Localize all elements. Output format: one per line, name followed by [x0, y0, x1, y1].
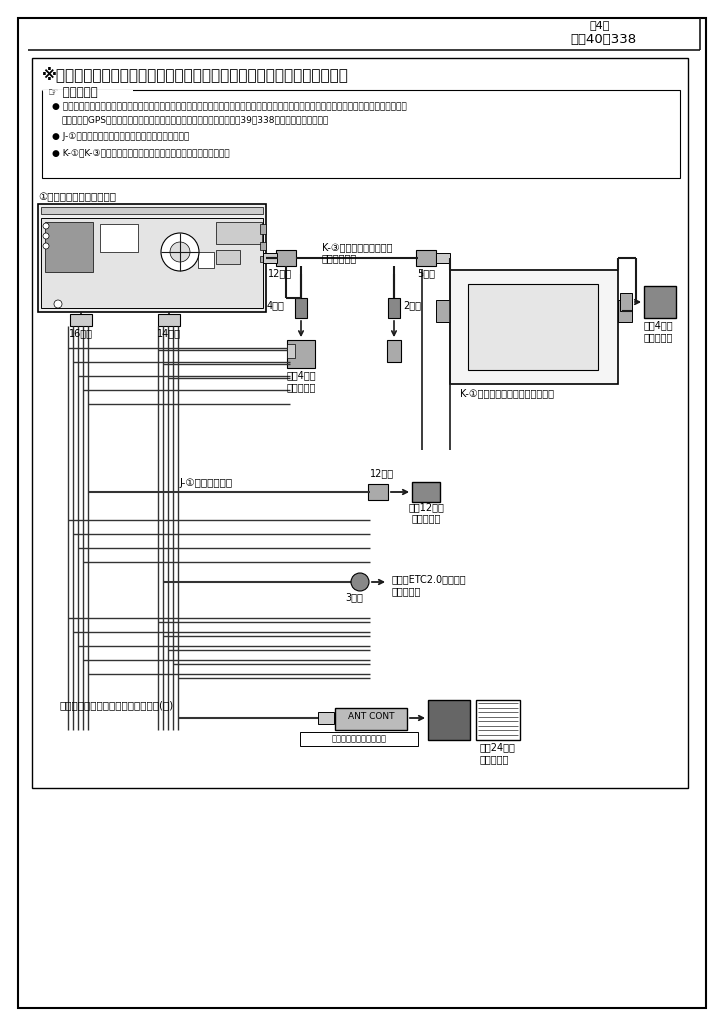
Bar: [618, 300, 632, 322]
Text: ☞ アドバイス: ☞ アドバイス: [48, 86, 98, 99]
Bar: [158, 314, 180, 326]
Circle shape: [43, 223, 49, 229]
Circle shape: [43, 243, 49, 249]
Text: コネクター: コネクター: [644, 332, 673, 342]
Bar: [32, 58, 688, 788]
Bar: [428, 700, 470, 740]
Text: 14ピン: 14ピン: [157, 328, 181, 338]
Text: K-③カメラコントローラ: K-③カメラコントローラ: [322, 242, 392, 252]
Bar: [45, 222, 93, 272]
Text: 第4版: 第4版: [590, 20, 610, 30]
Bar: [198, 252, 214, 268]
Text: 車世4ピン: 車世4ピン: [286, 370, 316, 380]
Text: 5ピン: 5ピン: [417, 268, 435, 278]
Bar: [412, 482, 440, 502]
Bar: [100, 224, 138, 252]
Bar: [260, 242, 266, 250]
Circle shape: [161, 233, 199, 271]
Bar: [368, 484, 388, 500]
Bar: [38, 204, 266, 312]
Bar: [436, 253, 450, 263]
Bar: [318, 712, 334, 724]
Bar: [287, 344, 295, 358]
Bar: [436, 300, 450, 322]
Text: 4ピン: 4ピン: [266, 300, 284, 310]
Text: 車世4ピン: 車世4ピン: [644, 319, 673, 330]
Bar: [387, 340, 401, 362]
Text: コネクター: コネクター: [286, 382, 316, 392]
Bar: [216, 222, 262, 244]
Bar: [476, 700, 520, 740]
Text: ①ナビゲーションユニット: ①ナビゲーションユニット: [38, 193, 116, 202]
Text: 3ピン: 3ピン: [345, 592, 363, 602]
Bar: [335, 708, 407, 730]
Bar: [260, 224, 266, 234]
Bar: [41, 207, 263, 214]
Bar: [216, 250, 240, 264]
Bar: [287, 340, 315, 368]
Text: 頁　40／338: 頁 40／338: [570, 33, 636, 46]
Text: コネクター: コネクター: [480, 754, 510, 764]
Text: コネクター: コネクター: [411, 513, 441, 523]
Circle shape: [170, 242, 190, 262]
Bar: [276, 250, 296, 266]
Text: ● J-①は、ナビレディ用電源ハーネスの同桁品です。: ● J-①は、ナビレディ用電源ハーネスの同桁品です。: [52, 132, 189, 141]
Bar: [388, 298, 400, 318]
Bar: [43, 90, 133, 91]
Bar: [300, 732, 418, 746]
Text: 接続する。: 接続する。: [392, 586, 421, 596]
Text: 車世24ピン: 車世24ピン: [480, 742, 516, 752]
Text: 車世12ピン: 車世12ピン: [408, 502, 444, 512]
Text: オートアンテナコントロールコード(青): オートアンテナコントロールコード(青): [60, 700, 174, 710]
Text: 別売のETC2.0車載器を: 別売のETC2.0車載器を: [392, 574, 467, 584]
Bar: [295, 298, 307, 318]
Text: 12ピン: 12ピン: [268, 268, 292, 278]
Circle shape: [43, 233, 49, 239]
Bar: [260, 256, 266, 262]
Bar: [70, 314, 92, 326]
Bar: [416, 250, 436, 266]
Text: 変換ハーネス: 変換ハーネス: [322, 253, 357, 263]
Text: ● K-①～K-③は、別売品カメラコントローラキットの同桁品です。: ● K-①～K-③は、別売品カメラコントローラキットの同桁品です。: [52, 148, 230, 157]
Text: 12ピン: 12ピン: [370, 468, 394, 478]
Text: 2ピン: 2ピン: [403, 300, 421, 310]
Bar: [468, 284, 598, 370]
Bar: [620, 293, 632, 311]
Text: ANT CONT: ANT CONT: [348, 712, 395, 721]
Bar: [41, 218, 263, 308]
Text: 16ピン: 16ピン: [69, 328, 93, 338]
Bar: [263, 253, 277, 263]
Text: 取り外さないでください: 取り外さないでください: [332, 734, 387, 743]
Text: ● ココではハスラーの全方位モニター付き車に別売のナビレディ用電源ハーネスおよび別売のカメラコントローラキットの接続方法のみを記載し: ● ココではハスラーの全方位モニター付き車に別売のナビレディ用電源ハーネスおよび…: [52, 102, 407, 111]
Text: J-①電源ケーブル: J-①電源ケーブル: [180, 478, 233, 488]
Text: ※ナビレディ用電源ハーネスおよびカメラコントローラキットの接続方法: ※ナビレディ用電源ハーネスおよびカメラコントローラキットの接続方法: [42, 66, 349, 82]
Circle shape: [351, 573, 369, 591]
Bar: [450, 270, 618, 384]
Text: K-①カメラコントローラボックス: K-①カメラコントローラボックス: [460, 388, 554, 398]
Circle shape: [54, 300, 62, 308]
Bar: [42, 90, 680, 178]
Bar: [644, 286, 676, 318]
Text: ています。GPSアンテナや地上デジタルアンテナコード等については貴39／338を参照してください。: ています。GPSアンテナや地上デジタルアンテナコード等については貴39／338を…: [62, 115, 329, 124]
